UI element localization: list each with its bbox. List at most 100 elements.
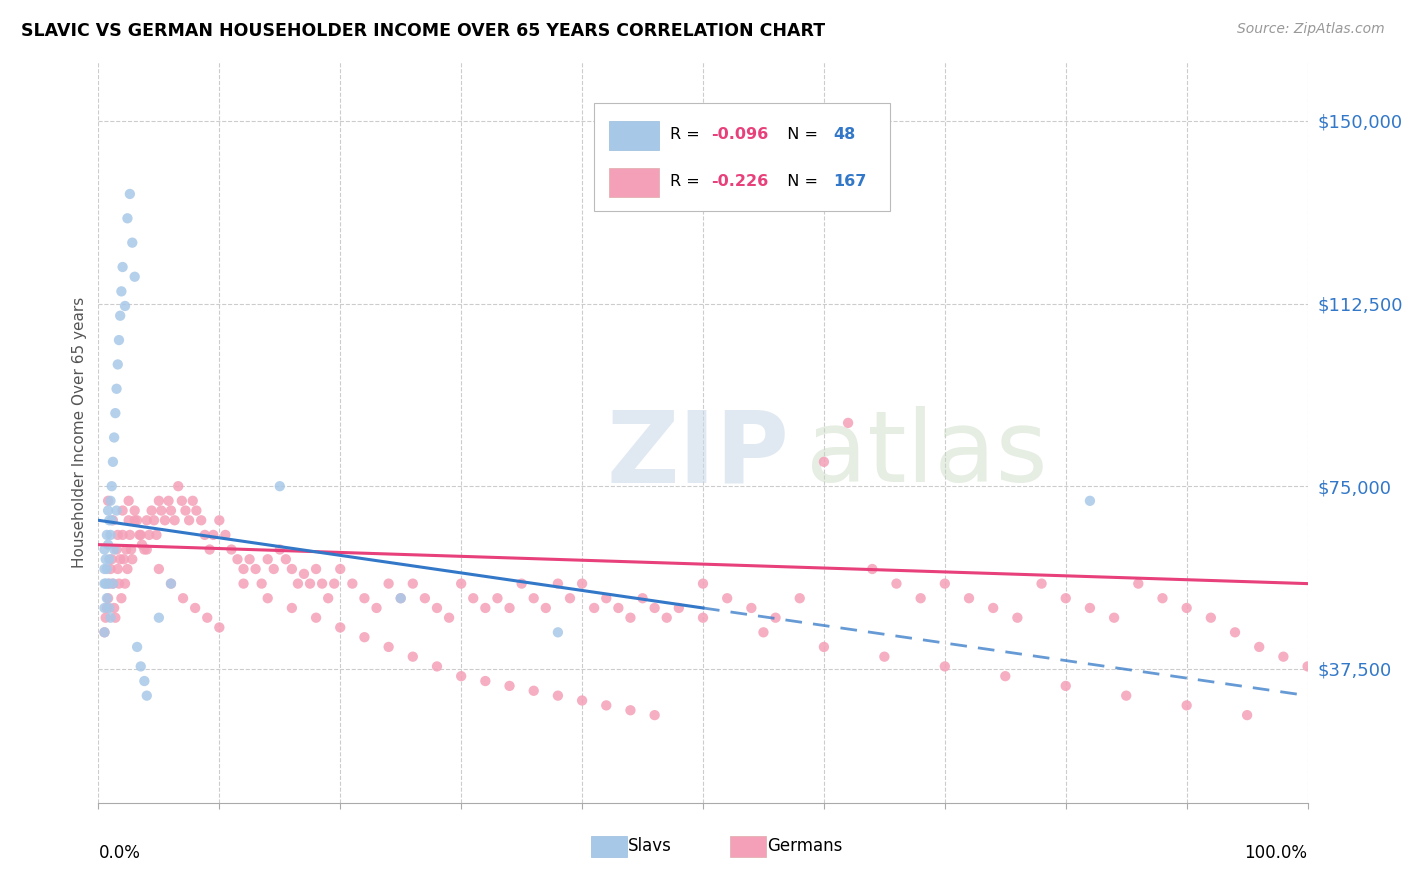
Point <box>256 552 278 566</box>
FancyBboxPatch shape <box>609 120 659 151</box>
Point <box>129 528 152 542</box>
Point <box>100 513 122 527</box>
Point <box>145 528 167 542</box>
Point <box>692 610 714 624</box>
Point <box>107 358 129 372</box>
Point <box>981 601 1004 615</box>
Point <box>329 562 352 576</box>
Point <box>111 528 134 542</box>
Point <box>194 528 217 542</box>
Point <box>195 610 218 624</box>
Point <box>127 640 149 654</box>
Point <box>583 601 606 615</box>
Point <box>389 591 412 606</box>
Point <box>263 562 285 576</box>
Point <box>813 455 835 469</box>
Point <box>107 528 129 542</box>
Point <box>107 562 129 576</box>
Text: 100.0%: 100.0% <box>1244 844 1308 862</box>
Point <box>108 552 131 566</box>
Point <box>148 610 170 624</box>
Point <box>377 640 399 654</box>
Point <box>316 591 339 606</box>
Point <box>148 562 170 576</box>
Point <box>1102 610 1125 624</box>
Point <box>389 591 412 606</box>
Point <box>97 576 120 591</box>
Point <box>668 601 690 615</box>
Point <box>789 591 811 606</box>
Point <box>101 576 124 591</box>
Point <box>115 542 138 557</box>
Point <box>1054 679 1077 693</box>
Point <box>160 576 183 591</box>
Point <box>93 576 115 591</box>
Text: -0.096: -0.096 <box>711 128 769 143</box>
Point <box>108 309 131 323</box>
Point <box>117 211 139 226</box>
Point <box>299 576 322 591</box>
Point <box>595 698 617 713</box>
Point <box>305 562 328 576</box>
Point <box>97 493 120 508</box>
Point <box>103 542 125 557</box>
Point <box>94 610 117 624</box>
Point <box>1296 659 1319 673</box>
Point <box>221 542 243 557</box>
Point <box>100 552 122 566</box>
Point <box>108 576 131 591</box>
Point <box>134 542 156 557</box>
Point <box>1236 708 1258 723</box>
Point <box>118 513 141 527</box>
Point <box>226 552 249 566</box>
Point <box>353 630 375 644</box>
Point <box>93 562 115 576</box>
Point <box>523 591 546 606</box>
Point <box>134 673 156 688</box>
Point <box>150 503 173 517</box>
Point <box>135 689 157 703</box>
Point <box>163 513 186 527</box>
Point <box>402 649 425 664</box>
Point <box>167 479 190 493</box>
Point <box>873 649 896 664</box>
Point <box>463 591 485 606</box>
Point <box>837 416 859 430</box>
Point <box>269 479 291 493</box>
Point <box>1007 610 1029 624</box>
Point <box>498 679 520 693</box>
Point <box>1078 601 1101 615</box>
Text: Source: ZipAtlas.com: Source: ZipAtlas.com <box>1237 22 1385 37</box>
Text: 0.0%: 0.0% <box>98 844 141 862</box>
Point <box>957 591 980 606</box>
Point <box>135 513 157 527</box>
Point <box>547 625 569 640</box>
Point <box>269 542 291 557</box>
Point <box>486 591 509 606</box>
Point <box>111 503 134 517</box>
Y-axis label: Householder Income Over 65 years: Householder Income Over 65 years <box>72 297 87 568</box>
Point <box>426 659 449 673</box>
Text: N =: N = <box>776 174 823 189</box>
Point <box>619 610 641 624</box>
Point <box>108 333 131 347</box>
Point <box>143 513 166 527</box>
Point <box>153 513 176 527</box>
Point <box>232 562 254 576</box>
Point <box>631 591 654 606</box>
Point <box>118 528 141 542</box>
Point <box>94 576 117 591</box>
Point <box>94 552 117 566</box>
Point <box>97 538 120 552</box>
Point <box>105 503 128 517</box>
Point <box>135 542 157 557</box>
Point <box>353 591 375 606</box>
Text: atlas: atlas <box>806 407 1047 503</box>
Point <box>96 601 118 615</box>
Point <box>141 503 163 517</box>
Point <box>994 669 1017 683</box>
Point <box>305 610 328 624</box>
Point <box>112 552 135 566</box>
Point <box>124 503 146 517</box>
Point <box>93 625 115 640</box>
